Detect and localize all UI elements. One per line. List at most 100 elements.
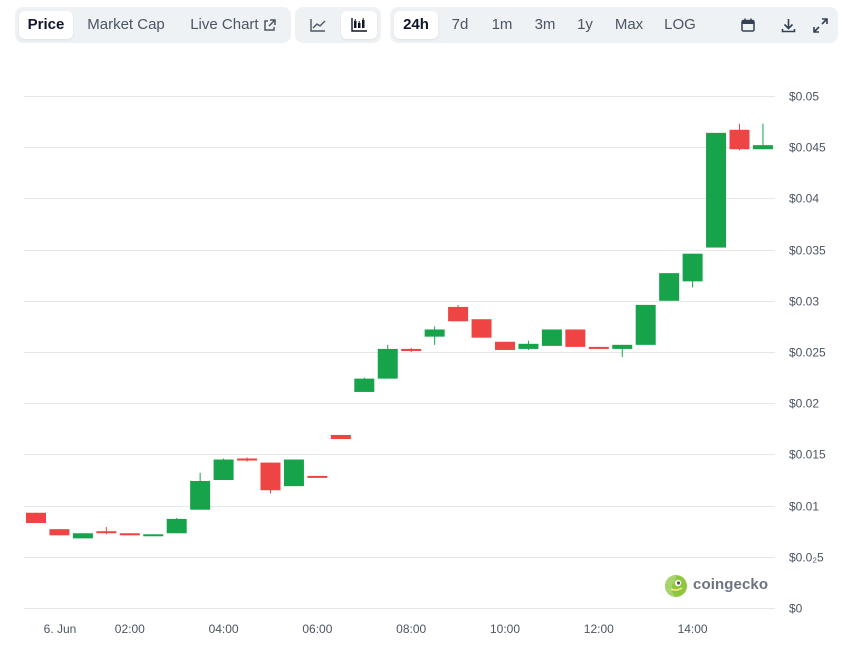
candle [377,344,398,379]
candle [213,458,234,480]
y-tick-label: $0.03 [789,295,819,309]
candlestick-chart-icon [351,16,367,33]
candle-body [448,306,469,322]
x-tick-label: 08:00 [396,622,426,636]
candle [518,340,539,350]
candle-body [495,341,515,350]
candle-body [401,348,422,351]
y-tick-label: $0.035 [789,244,826,258]
range-24h[interactable]: 24h [394,11,438,39]
candle-body [682,253,703,282]
candle-body [213,459,234,480]
candle-body [119,533,140,536]
range-1y[interactable]: 1y [577,16,593,33]
candle [752,123,773,150]
tab-live-chart[interactable]: Live Chart [179,11,287,39]
candle [495,341,515,350]
y-tick-label: $0.025 [789,346,826,360]
candle [659,273,680,301]
candle [330,434,351,440]
y-tick-label: $0.015 [789,448,826,462]
tab-price[interactable]: Price [19,11,73,39]
metric-tab-group: Price Market Cap Live Chart [15,7,291,43]
candle [424,326,445,345]
candle [49,529,70,536]
candle-body [72,533,93,539]
candle [307,475,328,478]
x-tick-label: 04:00 [209,622,239,636]
range-1m[interactable]: 1m [491,16,513,33]
candlestick-chart-button[interactable] [341,11,377,39]
line-chart-button[interactable] [299,11,337,39]
fullscreen-button[interactable] [806,11,834,39]
x-tick-label: 02:00 [115,622,145,636]
y-tick-label: $0.045 [789,141,826,155]
candle [354,377,375,392]
range-max[interactable]: Max [614,16,644,33]
candle-body [752,145,773,150]
candle-body [190,481,211,510]
grid-lines [24,96,775,609]
candle-body [541,329,562,346]
candle-body [729,129,750,150]
candle [401,347,422,352]
candle [565,329,586,347]
candle-body [518,343,539,349]
y-tick-label: $0.01 [789,500,819,514]
calendar-button[interactable] [734,11,762,39]
candle-body [635,304,656,345]
candle [635,304,656,345]
y-tick-label: $0 [789,602,803,616]
y-tick-label: $0.05 [789,90,819,104]
y-tick-label: $0.04 [789,192,819,206]
x-tick-label: 06:00 [302,622,332,636]
candle [143,534,164,537]
candle-body [26,512,46,524]
candle-body [565,329,586,347]
candle-body [612,344,633,349]
candle [72,533,93,539]
range-group: 24h 7d 1m 3m 1y Max LOG [390,7,838,43]
x-tick-label: 10:00 [490,622,520,636]
log-scale-toggle[interactable]: LOG [664,16,696,33]
candle-body [143,534,164,537]
candle [283,459,304,487]
candle-body [424,329,445,337]
candle [706,132,727,248]
candle [448,304,469,322]
download-icon [781,16,796,33]
candle-body [166,518,187,534]
candle [729,123,750,151]
candle [682,253,703,288]
calendar-icon [741,16,755,33]
candle-body [706,132,727,248]
y-tick-label: $0.0₂5 [789,551,824,565]
line-chart-icon [310,16,326,33]
candle [26,512,46,524]
tab-market-cap[interactable]: Market Cap [87,16,165,33]
candle [260,462,281,494]
candle [237,457,258,462]
candle-body [307,475,328,478]
candle-body [283,459,304,487]
candle-body [354,378,375,392]
candle-body [49,529,70,536]
candle [471,319,492,338]
range-7d[interactable]: 7d [451,16,469,33]
candle-body [330,434,351,440]
tab-live-chart-label: Live Chart [190,16,259,33]
external-link-icon [263,16,276,33]
watermark-text: coingecko [693,576,769,593]
candle-body [96,531,117,534]
x-tick-label: 14:00 [678,622,708,636]
download-button[interactable] [774,11,802,39]
candle-body [659,273,680,301]
expand-icon [812,16,828,33]
candle [541,329,562,346]
x-tick-label: 6. Jun [44,622,77,636]
candle-body [237,458,258,461]
candle-body [588,346,609,349]
candle [166,517,187,534]
range-3m[interactable]: 3m [534,16,556,33]
